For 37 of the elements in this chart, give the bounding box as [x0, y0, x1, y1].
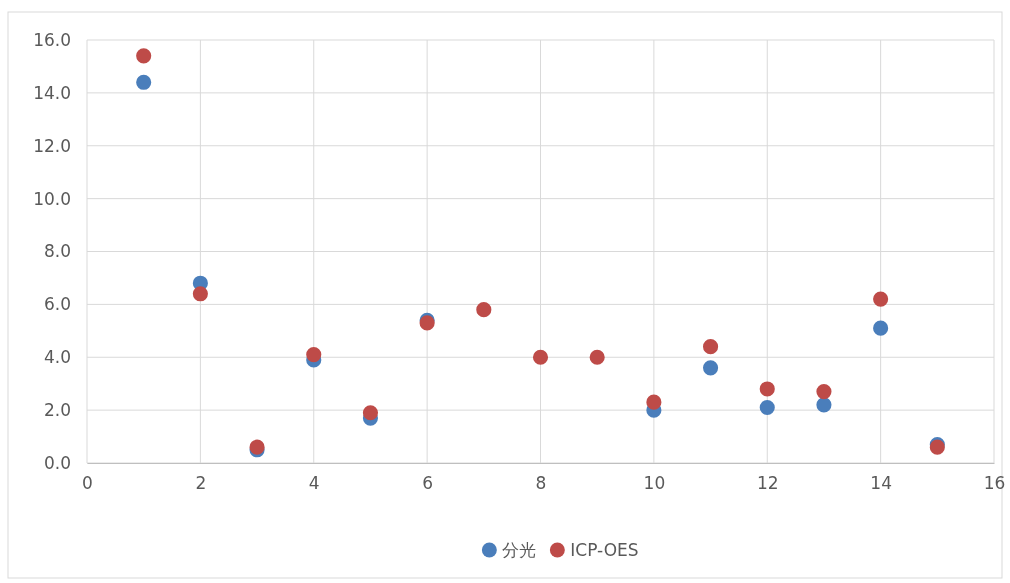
x-tick-label: 4: [308, 473, 320, 494]
point: [306, 347, 322, 363]
y-tick-label: 6.0: [43, 294, 71, 315]
point: [136, 48, 152, 64]
point: [702, 339, 719, 355]
y-tick-label: 16.0: [33, 29, 71, 50]
y-tick-label: 2.0: [43, 400, 71, 421]
x-tick-label: 8: [535, 473, 547, 494]
y-tick-label: 12.0: [33, 135, 71, 156]
point: [816, 397, 832, 413]
point: [476, 302, 492, 318]
point: [702, 360, 719, 376]
point: [362, 405, 379, 421]
x-tick-label: 2: [195, 473, 207, 494]
x-tick-label: 14: [870, 473, 892, 494]
point: [589, 349, 605, 365]
y-tick-label: 4.0: [43, 347, 71, 368]
x-tick-label: 6: [422, 473, 434, 494]
x-tick-label: 16: [983, 473, 1006, 494]
point: [873, 320, 889, 336]
point: [532, 349, 549, 365]
point: [759, 399, 775, 416]
point: [192, 286, 208, 302]
point: [816, 384, 832, 400]
x-tick-label: 0: [82, 473, 93, 494]
point: [873, 291, 889, 307]
y-tick-label: 10.0: [33, 188, 71, 209]
point: [646, 394, 662, 410]
x-tick-label: 12: [756, 473, 779, 494]
x-tick-label: 10: [643, 473, 666, 494]
y-tick-label: 14.0: [33, 82, 71, 103]
y-tick-label: 0.0: [43, 452, 71, 473]
point: [759, 381, 775, 397]
point: [136, 74, 152, 90]
y-tick-label: 8.0: [43, 241, 71, 262]
legend-label: ICP-OES: [570, 540, 639, 560]
legend-label: 分光: [502, 540, 537, 560]
